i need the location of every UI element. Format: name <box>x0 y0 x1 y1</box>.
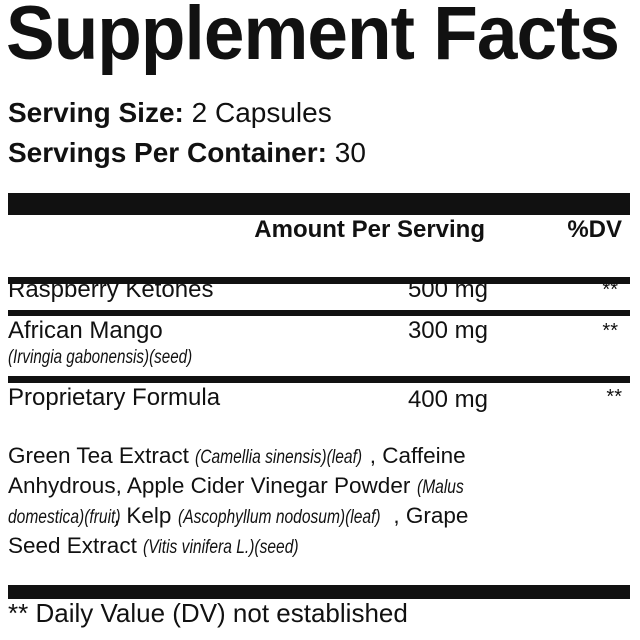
nutrient-dv: ** <box>602 320 618 342</box>
ingredient-line: Anhydrous, Apple Cider Vinegar Powder (M… <box>8 473 474 499</box>
ingredient-text: Green Tea Extract <box>8 443 196 468</box>
footnote: ** Daily Value (DV) not established <box>8 598 408 628</box>
ingredient-text: Seed Extract <box>8 533 144 558</box>
nutrient-source: (Irvingia gabonensis)(seed) <box>8 347 193 368</box>
nutrient-name: African Mango <box>8 317 163 344</box>
amount-header: Amount Per Serving <box>254 216 485 243</box>
nutrient-amount: 400 mg <box>407 386 488 413</box>
nutrient-amount: 300 mg <box>407 317 488 344</box>
servings-per-container-value: 30 <box>326 137 366 168</box>
ingredient-text: , Caffeine <box>369 443 466 468</box>
ingredient-source: (Vitis vinifera L.)(seed) <box>143 537 299 558</box>
servings-per-container-label: Servings Per Container: <box>8 137 327 168</box>
ingredient-line: domestica)(fruit), Kelp (Ascophyllum nod… <box>8 503 531 529</box>
divider <box>8 310 630 316</box>
divider <box>8 277 630 284</box>
serving-size: Serving Size: 2 Capsules <box>8 97 332 129</box>
ingredient-source: (Malus <box>416 477 464 498</box>
ingredient-source: (Ascophyllum nodosum)(leaf) <box>177 507 381 528</box>
ingredient-text: Anhydrous, Apple Cider Vinegar Powder <box>8 473 417 498</box>
ingredient-text: , Grape <box>393 503 469 528</box>
nutrient-dv: ** <box>602 279 618 301</box>
page-title: Supplement Facts <box>6 0 620 76</box>
ingredient-text: , Kelp <box>113 503 178 528</box>
ingredient-source: (Camellia sinensis)(leaf) <box>195 447 363 468</box>
nutrient-dv: ** <box>606 386 622 408</box>
nutrient-amount: 500 mg <box>407 276 488 303</box>
servings-per-container: Servings Per Container: 30 <box>8 137 366 169</box>
nutrient-name: Raspberry Ketones <box>8 276 214 303</box>
thick-divider <box>8 585 630 599</box>
ingredient-source: domestica)(fruit) <box>8 507 121 528</box>
thick-divider <box>8 193 630 215</box>
ingredient-line: Green Tea Extract (Camellia sinensis)(le… <box>8 443 495 469</box>
divider <box>8 376 630 383</box>
dv-header: %DV <box>567 216 622 243</box>
ingredient-line: Seed Extract (Vitis vinifera L.)(seed) <box>8 533 333 559</box>
serving-size-value: 2 Capsules <box>183 97 332 128</box>
serving-size-label: Serving Size: <box>8 97 184 128</box>
nutrient-name: Proprietary Formula <box>8 384 221 411</box>
